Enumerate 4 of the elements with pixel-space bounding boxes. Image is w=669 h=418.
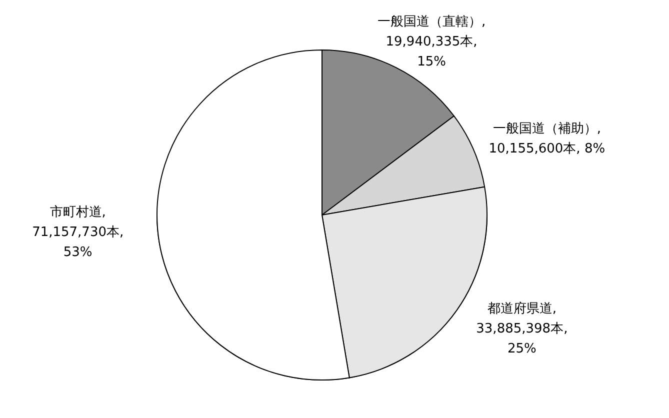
slice-label: 一般国道（直轄）, 19,940,335本, 15% bbox=[377, 14, 486, 70]
slice-label: 一般国道（補助）, 10,155,600本, 8% bbox=[488, 122, 606, 157]
slice-label: 都道府県道, 33,885,398本, 25% bbox=[476, 300, 568, 357]
slice-label: 市町村道, 71,157,730本, 53% bbox=[32, 205, 124, 260]
